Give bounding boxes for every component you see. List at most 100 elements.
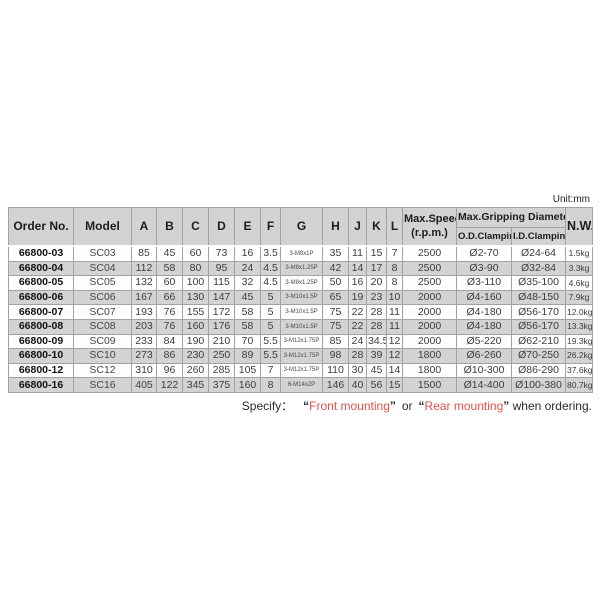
dim-e-cell: 160 <box>234 377 261 393</box>
id-clamping-cell: Ø86-290 <box>510 362 567 379</box>
specify-label: Specify： <box>241 398 294 413</box>
dim-l-cell: 11 <box>386 318 403 335</box>
dim-c-cell: 230 <box>182 348 209 364</box>
header-dim-a: A <box>131 207 157 247</box>
order-no-cell: 66800-03 <box>8 244 74 262</box>
dim-f-cell: 5 <box>260 304 281 320</box>
id-clamping-cell: Ø70-250 <box>510 348 567 364</box>
dim-d-cell: 176 <box>208 318 235 335</box>
dim-f-cell: 5 <box>260 289 281 306</box>
dim-c-cell: 190 <box>182 333 209 350</box>
dim-b-cell: 84 <box>156 333 183 350</box>
dim-d-cell: 73 <box>208 244 235 262</box>
dim-b-cell: 60 <box>156 275 183 291</box>
dim-a-cell: 203 <box>131 318 157 335</box>
dim-j-cell: 22 <box>348 304 367 320</box>
dim-c-cell: 345 <box>182 377 209 393</box>
dim-b-cell: 96 <box>156 362 183 379</box>
dim-b-cell: 86 <box>156 348 183 364</box>
dim-l-cell: 7 <box>386 244 403 262</box>
max-speed-cell: 2000 <box>402 333 457 350</box>
dim-f-cell: 4.5 <box>260 275 281 291</box>
thread-spec-cell: 3-M10x1.5P <box>280 304 323 320</box>
thread-spec-cell: 3-M10x1.5P <box>280 318 323 335</box>
close-quote-1: ” <box>389 398 396 413</box>
model-cell: SC05 <box>73 275 132 291</box>
dim-k-cell: 28 <box>366 304 387 320</box>
dim-h-cell: 75 <box>322 304 349 320</box>
dim-k-cell: 56 <box>366 377 387 393</box>
header-gripping-diameter: Max.Gripping Diameter <box>455 207 567 228</box>
order-no-cell: 66800-04 <box>8 260 74 277</box>
open-quote-1: “ <box>303 398 310 413</box>
dim-a-cell: 193 <box>131 304 157 320</box>
dim-d-cell: 172 <box>208 304 235 320</box>
header-dim-j: J <box>348 207 367 247</box>
dim-h-cell: 85 <box>322 333 349 350</box>
dim-j-cell: 24 <box>348 333 367 350</box>
dim-d-cell: 210 <box>208 333 235 350</box>
id-clamping-cell: Ø56-170 <box>510 304 567 320</box>
od-clamping-cell: Ø6-260 <box>456 348 512 364</box>
dim-f-cell: 5.5 <box>260 333 281 350</box>
table-row: 66800-08 SC08 203 76 160 176 58 5 3-M10x… <box>8 318 594 335</box>
dim-c-cell: 260 <box>182 362 209 379</box>
max-speed-cell: 1800 <box>402 348 457 364</box>
dim-l-cell: 8 <box>386 260 403 277</box>
header-od-clamping: O.D.Clamping <box>456 227 512 247</box>
model-cell: SC03 <box>73 244 132 262</box>
order-no-cell: 66800-16 <box>8 377 74 393</box>
header-dim-e: E <box>234 207 261 247</box>
max-speed-cell: 2000 <box>402 318 457 335</box>
max-speed-cell: 2500 <box>402 275 457 291</box>
dim-k-cell: 28 <box>366 318 387 335</box>
dim-k-cell: 45 <box>366 362 387 379</box>
id-clamping-cell: Ø35-100 <box>510 275 567 291</box>
dim-l-cell: 14 <box>386 362 403 379</box>
dim-j-cell: 28 <box>348 348 367 364</box>
dim-d-cell: 95 <box>208 260 235 277</box>
max-speed-cell: 1800 <box>402 362 457 379</box>
dim-l-cell: 8 <box>386 275 403 291</box>
dim-c-cell: 130 <box>182 289 209 306</box>
dim-f-cell: 4.5 <box>260 260 281 277</box>
dim-j-cell: 40 <box>348 377 367 393</box>
od-clamping-cell: Ø3-90 <box>456 260 512 277</box>
od-clamping-cell: Ø4-180 <box>456 318 512 335</box>
od-clamping-cell: Ø10-300 <box>456 362 512 379</box>
id-clamping-cell: Ø56-170 <box>510 318 567 335</box>
ordering-note: Specify： “Front mounting” or “Rear mounting… <box>8 397 592 414</box>
net-weight-cell: 1.5kg <box>565 244 594 262</box>
dim-d-cell: 375 <box>208 377 235 393</box>
dim-e-cell: 24 <box>234 260 261 277</box>
dim-d-cell: 250 <box>208 348 235 364</box>
dim-j-cell: 22 <box>348 318 367 335</box>
close-quote-2: ” <box>503 398 510 413</box>
order-no-cell: 66800-07 <box>8 304 74 320</box>
model-cell: SC07 <box>73 304 132 320</box>
od-clamping-cell: Ø4-180 <box>456 304 512 320</box>
spec-table-header: Order No. Model A B C D E F G H J K L Ma… <box>8 207 594 247</box>
open-quote-2: “ <box>418 398 425 413</box>
dim-j-cell: 30 <box>348 362 367 379</box>
header-dim-b: B <box>156 207 183 247</box>
header-max-speed: Max.Speed (r.p.m.) <box>402 207 457 247</box>
dim-b-cell: 45 <box>156 244 183 262</box>
dim-e-cell: 89 <box>234 348 261 364</box>
header-net-weight: N.W. <box>565 207 594 247</box>
od-clamping-cell: Ø5-220 <box>456 333 512 350</box>
dim-d-cell: 285 <box>208 362 235 379</box>
dim-a-cell: 310 <box>131 362 157 379</box>
max-speed-cell: 1500 <box>402 377 457 393</box>
header-dim-c: C <box>182 207 209 247</box>
table-row: 66800-05 SC05 132 60 100 115 32 4.5 3-M8… <box>8 275 594 291</box>
id-clamping-cell: Ø24-64 <box>510 244 567 262</box>
order-no-cell: 66800-12 <box>8 362 74 379</box>
dim-c-cell: 80 <box>182 260 209 277</box>
dim-d-cell: 147 <box>208 289 235 306</box>
dim-l-cell: 10 <box>386 289 403 306</box>
order-no-cell: 66800-08 <box>8 318 74 335</box>
header-dim-l: L <box>386 207 403 247</box>
dim-k-cell: 23 <box>366 289 387 306</box>
thread-spec-cell: 6-M14x2P <box>280 377 323 393</box>
